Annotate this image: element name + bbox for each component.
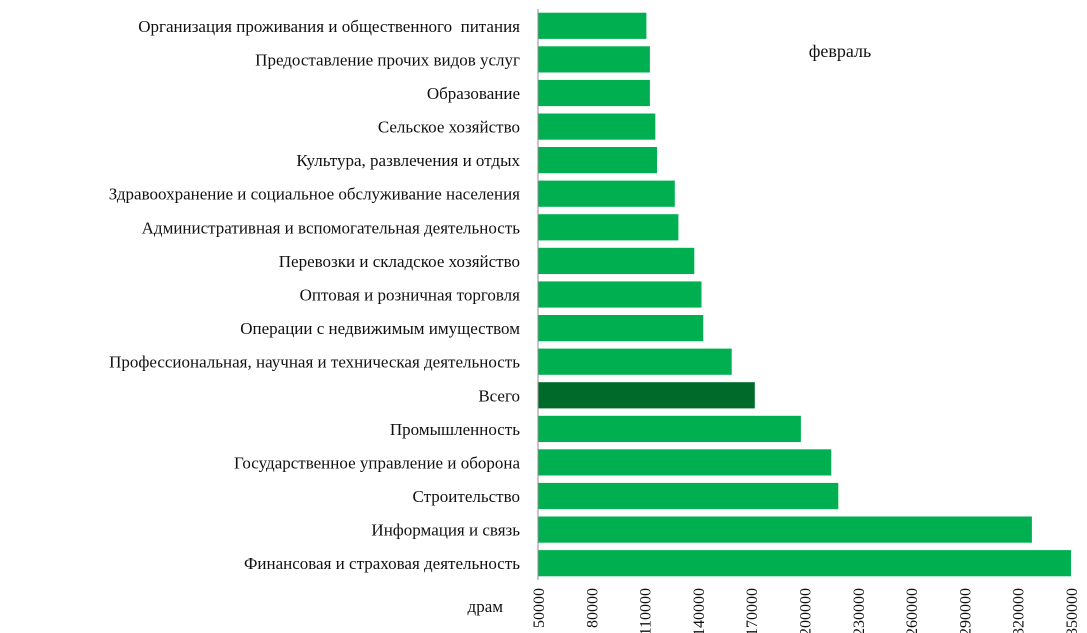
x-tick-label-9: 290000: [957, 588, 974, 633]
category-label-8: Перевозки и складское хозяйство: [279, 252, 520, 271]
bar-16: [538, 516, 1032, 543]
x-axis-unit-label: драм: [468, 597, 504, 616]
category-label-3: Образование: [427, 84, 520, 103]
category-labels-group: Организация проживания и общественного п…: [109, 17, 521, 573]
bar-8: [538, 247, 695, 274]
x-tick-labels-group: 50000 80000 110000 140000 170000 200000 230000…: [531, 588, 1081, 633]
category-label-7: Административная и вспомогательная деяте…: [142, 218, 521, 237]
category-label-5: Культура, развлечения и отдых: [296, 151, 520, 170]
category-label-13: Промышленность: [390, 420, 520, 439]
category-label-16: Информация и связь: [371, 521, 520, 540]
x-tick-label-5: 170000: [744, 588, 761, 633]
bar-11: [538, 348, 732, 375]
bar-15: [538, 482, 839, 510]
category-label-1: Организация проживания и общественного п…: [138, 17, 520, 36]
bars-group: [538, 12, 1071, 577]
bar-7: [538, 214, 679, 241]
bar-2: [538, 46, 650, 73]
category-label-10: Операции с недвижимым имуществом: [240, 319, 520, 338]
x-tick-label-6: 200000: [798, 588, 815, 633]
bar-10: [538, 315, 704, 342]
bar-4: [538, 113, 656, 140]
category-label-2: Предоставление прочих видов услуг: [255, 50, 520, 69]
category-label-6: Здравоохранение и социальное обслуживани…: [109, 185, 520, 204]
chart-title: февраль: [809, 41, 872, 61]
bar-5: [538, 147, 657, 174]
x-tick-label-10: 320000: [1011, 588, 1028, 633]
category-label-15: Строительство: [413, 487, 520, 506]
x-tick-label-2: 80000: [584, 588, 601, 628]
x-tick-label-1: 50000: [531, 588, 548, 628]
category-label-14: Государственное управление и оборона: [234, 453, 520, 472]
category-label-17: Финансовая и страховая деятельность: [244, 554, 520, 573]
category-label-12: Всего: [478, 386, 520, 405]
x-tick-label-7: 230000: [851, 588, 868, 633]
category-label-9: Оптовая и розничная торговля: [300, 286, 521, 305]
bar-13: [538, 415, 801, 442]
x-tick-label-4: 140000: [691, 588, 708, 633]
bar-17: [538, 550, 1071, 577]
x-tick-label-8: 260000: [904, 588, 921, 633]
x-tick-label-11: 350000: [1064, 588, 1081, 633]
bar-12: [538, 382, 755, 409]
category-label-4: Сельское хозяйство: [378, 118, 520, 137]
bar-3: [538, 79, 650, 107]
bar-1: [538, 12, 647, 39]
category-label-11: Профессиональная, научная и техническая …: [109, 353, 520, 372]
bar-9: [538, 281, 702, 308]
bar-14: [538, 449, 832, 476]
bar-6: [538, 180, 675, 207]
x-tick-label-3: 110000: [638, 588, 655, 633]
